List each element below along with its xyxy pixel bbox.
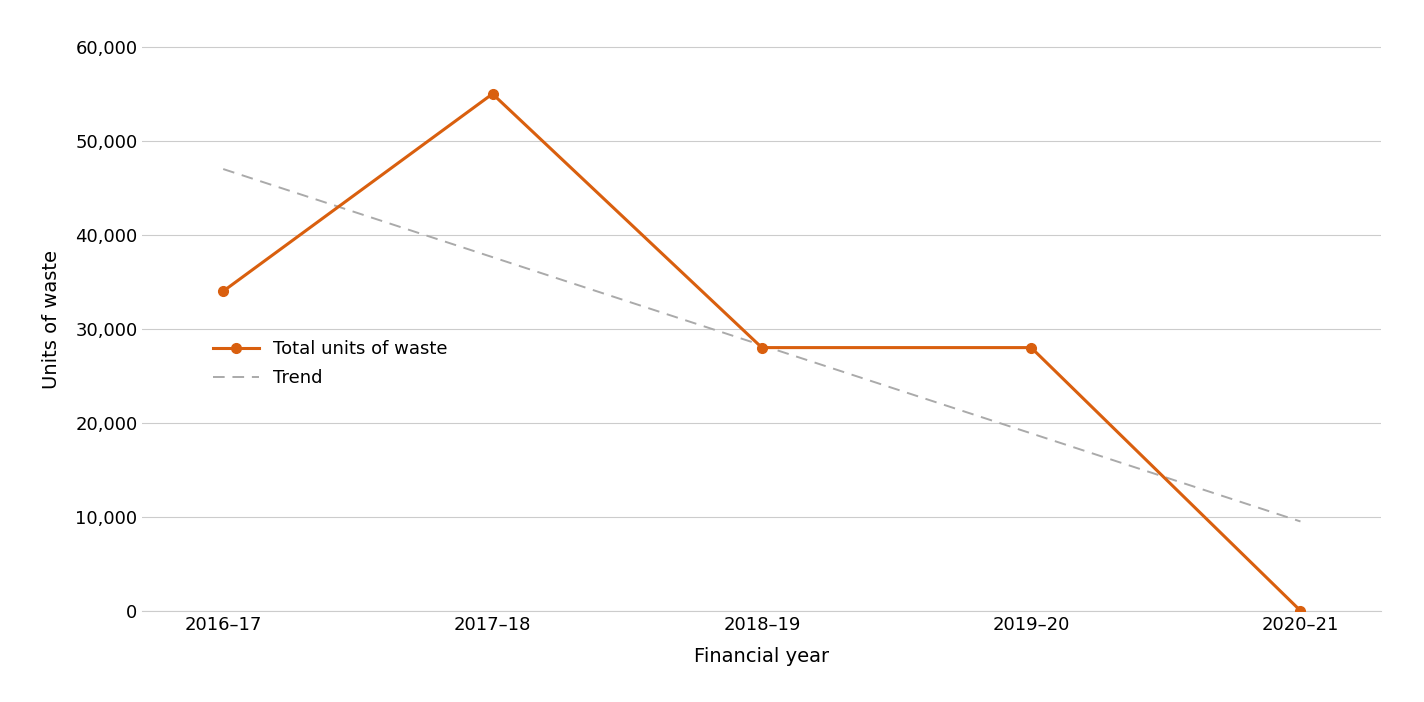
X-axis label: Financial year: Financial year [695,647,829,666]
Y-axis label: Units of waste: Units of waste [43,250,61,389]
Legend: Total units of waste, Trend: Total units of waste, Trend [214,340,447,387]
